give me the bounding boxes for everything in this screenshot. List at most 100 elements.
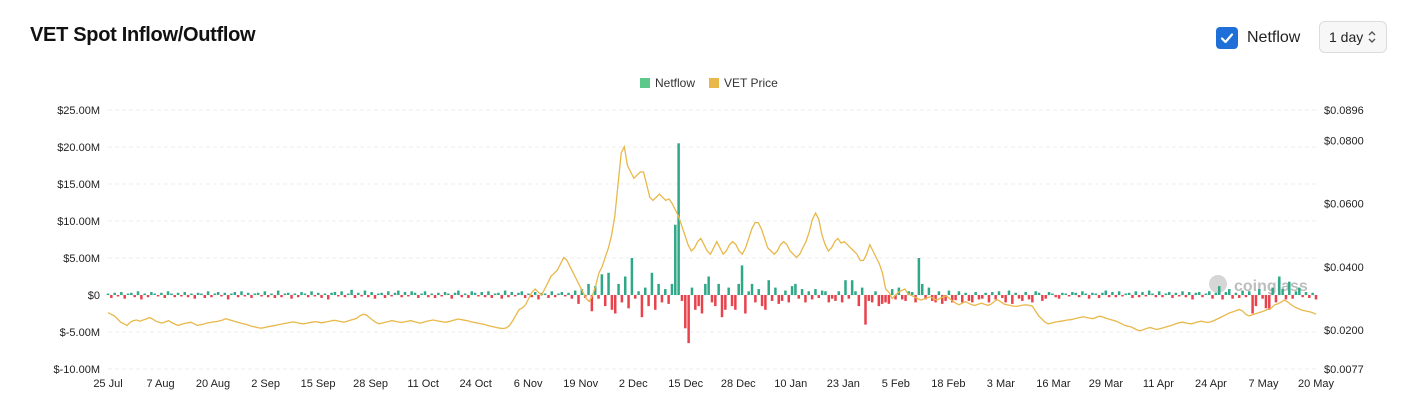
netflow-checkbox[interactable]	[1216, 27, 1238, 49]
outflow-bar	[450, 295, 453, 299]
right-tick-label: $0.0077	[1324, 364, 1364, 376]
outflow-bar	[684, 295, 687, 329]
inflow-bar	[850, 280, 854, 295]
outflow-bar	[500, 295, 504, 299]
inflow-bar	[557, 293, 560, 295]
outflow-bar	[563, 295, 567, 297]
inflow-bar	[587, 283, 590, 295]
outflow-bar	[173, 295, 176, 298]
outflow-bar	[133, 295, 136, 298]
inflow-bar	[130, 292, 133, 295]
interval-select[interactable]: 1 day	[1319, 21, 1387, 53]
outflow-bar	[383, 295, 387, 298]
inflow-bar	[1187, 292, 1191, 295]
outflow-bar	[460, 295, 463, 298]
inflow-bar	[1181, 291, 1184, 295]
inflow-bar	[527, 293, 530, 295]
inflow-bar	[750, 283, 754, 295]
outflow-bar	[667, 295, 670, 304]
x-tick-label: 19 Nov	[563, 378, 598, 390]
inflow-bar	[206, 291, 210, 295]
outflow-bar	[243, 295, 247, 297]
inflow-bar	[674, 224, 677, 295]
x-tick-label: 25 Jul	[93, 378, 122, 390]
outflow-bar	[1254, 295, 1258, 307]
coinglass-logo-icon	[1209, 275, 1227, 293]
outflow-bar	[523, 295, 527, 298]
inflow-bar	[690, 287, 694, 295]
outflow-bar	[754, 295, 757, 303]
outflow-bar	[236, 295, 240, 298]
inflow-bar	[790, 286, 794, 295]
inflow-bar	[1084, 293, 1087, 295]
outflow-bar	[1261, 295, 1264, 299]
outflow-bar	[967, 295, 971, 301]
legend-item-netflow[interactable]: Netflow	[640, 76, 695, 90]
inflow-bar	[447, 293, 450, 295]
outflow-bar	[320, 295, 323, 298]
outflow-bar	[734, 295, 737, 310]
inflow-bar	[964, 292, 967, 295]
inflow-bar	[160, 292, 163, 295]
outflow-bar	[273, 295, 277, 298]
outflow-bar	[941, 295, 944, 304]
inflow-bar	[457, 290, 460, 295]
inflow-bar	[263, 291, 267, 295]
outflow-bar	[1144, 295, 1148, 297]
outflow-bar	[547, 295, 550, 298]
inflow-bar	[1051, 293, 1054, 295]
outflow-bar	[647, 295, 650, 307]
inflow-bar	[380, 292, 383, 295]
outflow-bar	[180, 295, 183, 297]
outflow-bar	[877, 295, 881, 307]
inflow-bar	[1094, 293, 1098, 295]
outflow-bar	[961, 295, 964, 303]
inflow-bar	[593, 286, 597, 295]
inflow-bar	[420, 293, 423, 295]
outflow-bar	[834, 295, 837, 301]
inflow-bar	[920, 283, 924, 295]
right-y-axis: $0.0896 $0.0800 $0.0600 $0.0400 $0.0200 $0.00…	[1324, 105, 1364, 376]
inflow-bar	[397, 290, 400, 295]
outflow-bar	[1057, 295, 1061, 299]
inflow-bar	[246, 292, 250, 295]
outflow-bar	[1291, 295, 1294, 299]
legend-item-vet-price[interactable]: VET Price	[709, 76, 778, 90]
outflow-bar	[156, 295, 160, 297]
chart-title: VET Spot Inflow/Outflow	[30, 24, 256, 46]
inflow-bar	[387, 291, 390, 295]
inflow-bar	[350, 289, 353, 295]
inflow-bar	[150, 292, 153, 295]
netflow-toggle[interactable]: Netflow	[1216, 27, 1300, 49]
inflow-bar	[166, 291, 170, 295]
inflow-bar	[216, 292, 220, 295]
outflow-bar	[613, 295, 617, 314]
outflow-bar	[1301, 295, 1304, 298]
outflow-bar	[1121, 295, 1124, 297]
inflow-bar	[1248, 291, 1251, 295]
inflow-bar	[1258, 289, 1261, 295]
outflow-bar	[954, 295, 957, 301]
x-tick-label: 16 Mar	[1036, 378, 1071, 390]
outflow-bar	[1237, 295, 1241, 298]
inflow-bar	[947, 290, 951, 295]
outflow-bar	[250, 295, 253, 298]
inflow-bar	[293, 293, 297, 295]
inflow-bar	[106, 293, 110, 295]
outflow-bar	[1011, 295, 1014, 304]
outflow-bar	[306, 295, 310, 298]
inflow-bar	[1234, 292, 1238, 295]
inflow-bar	[837, 291, 841, 295]
inflow-bar	[767, 280, 770, 295]
x-tick-label: 3 Mar	[987, 378, 1015, 390]
inflow-bar	[820, 290, 824, 295]
outflow-bar	[840, 295, 844, 303]
outflow-bar	[894, 295, 897, 300]
inflow-bar	[286, 292, 290, 295]
inflow-bar	[363, 290, 367, 295]
inflow-bar	[573, 290, 577, 295]
inflow-bar	[1024, 292, 1027, 295]
outflow-bar	[1251, 295, 1254, 314]
outflow-bar	[530, 295, 534, 298]
